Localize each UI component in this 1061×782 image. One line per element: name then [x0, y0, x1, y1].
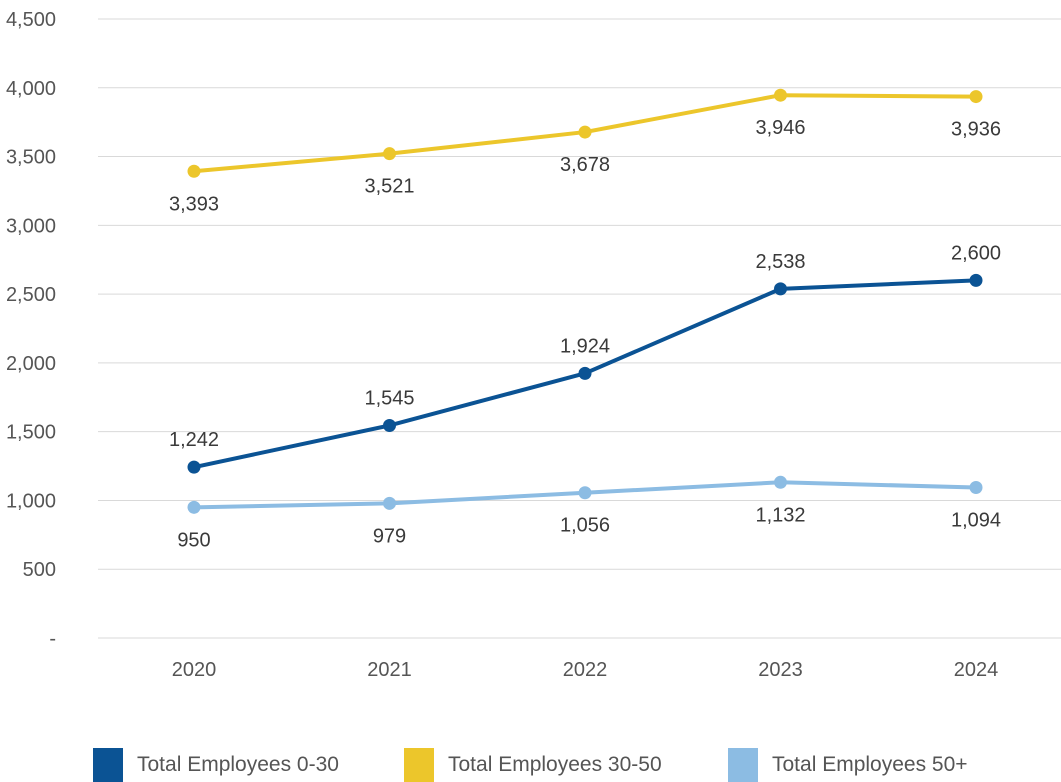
data-point	[969, 481, 983, 495]
legend-item-0-30: Total Employees 0-30	[93, 748, 339, 782]
data-point	[969, 273, 983, 287]
legend-label-30-50: Total Employees 30-50	[448, 753, 662, 776]
legend: Total Employees 0-30 Total Employees 30-…	[0, 748, 1061, 782]
data-label: 1,242	[169, 429, 219, 451]
y-tick-label: 3,000	[6, 215, 56, 237]
data-point	[969, 90, 983, 104]
data-point	[774, 88, 787, 102]
y-tick-label: -	[49, 628, 56, 650]
legend-swatch-30-50	[404, 748, 434, 782]
x-tick-label: 2021	[367, 659, 412, 681]
y-tick-label: 2,000	[6, 353, 56, 375]
legend-item-50-plus: Total Employees 50+	[728, 748, 968, 782]
data-point	[383, 418, 396, 432]
data-point	[383, 147, 396, 161]
data-label: 3,946	[755, 117, 805, 139]
legend-swatch-0-30	[93, 748, 123, 782]
x-tick-label: 2022	[563, 659, 608, 681]
data-point	[578, 486, 592, 500]
data-label: 1,056	[560, 515, 610, 537]
data-label: 1,924	[560, 335, 610, 357]
y-tick-label: 4,500	[6, 9, 56, 31]
y-tick-label: 3,500	[6, 147, 56, 169]
legend-label-0-30: Total Employees 0-30	[137, 753, 339, 776]
legend-swatch-50-plus	[728, 748, 758, 782]
data-label: 979	[373, 525, 406, 547]
x-tick-label: 2020	[172, 659, 217, 681]
legend-item-30-50: Total Employees 30-50	[404, 748, 662, 782]
y-tick-label: 500	[23, 559, 56, 581]
data-label: 3,936	[951, 119, 1001, 141]
x-tick-label: 2023	[758, 659, 803, 681]
y-tick-label: 4,000	[6, 78, 56, 100]
line-chart: - 500 1,000 1,500 2,000 2,500 3,000 3,500 4,000 4…	[6, 9, 1061, 681]
data-label: 1,132	[755, 504, 805, 526]
data-label: 950	[177, 529, 210, 551]
data-point	[578, 125, 592, 139]
data-point	[774, 282, 787, 296]
data-point	[187, 460, 201, 474]
data-label: 2,538	[755, 251, 805, 273]
data-point	[187, 164, 201, 178]
y-tick-label: 2,500	[6, 284, 56, 306]
data-label: 3,521	[364, 176, 414, 198]
y-tick-label: 1,000	[6, 490, 56, 512]
data-label: 1,094	[951, 510, 1001, 532]
legend-label-50-plus: Total Employees 50+	[772, 753, 968, 776]
data-point	[578, 366, 592, 380]
data-point	[774, 475, 787, 489]
data-point	[383, 496, 396, 510]
x-tick-label: 2024	[954, 659, 999, 681]
data-label: 2,600	[951, 242, 1001, 264]
data-label: 3,393	[169, 193, 219, 215]
y-tick-label: 1,500	[6, 422, 56, 444]
data-label: 1,545	[364, 387, 414, 409]
data-label: 3,678	[560, 154, 610, 176]
data-point	[187, 500, 201, 514]
